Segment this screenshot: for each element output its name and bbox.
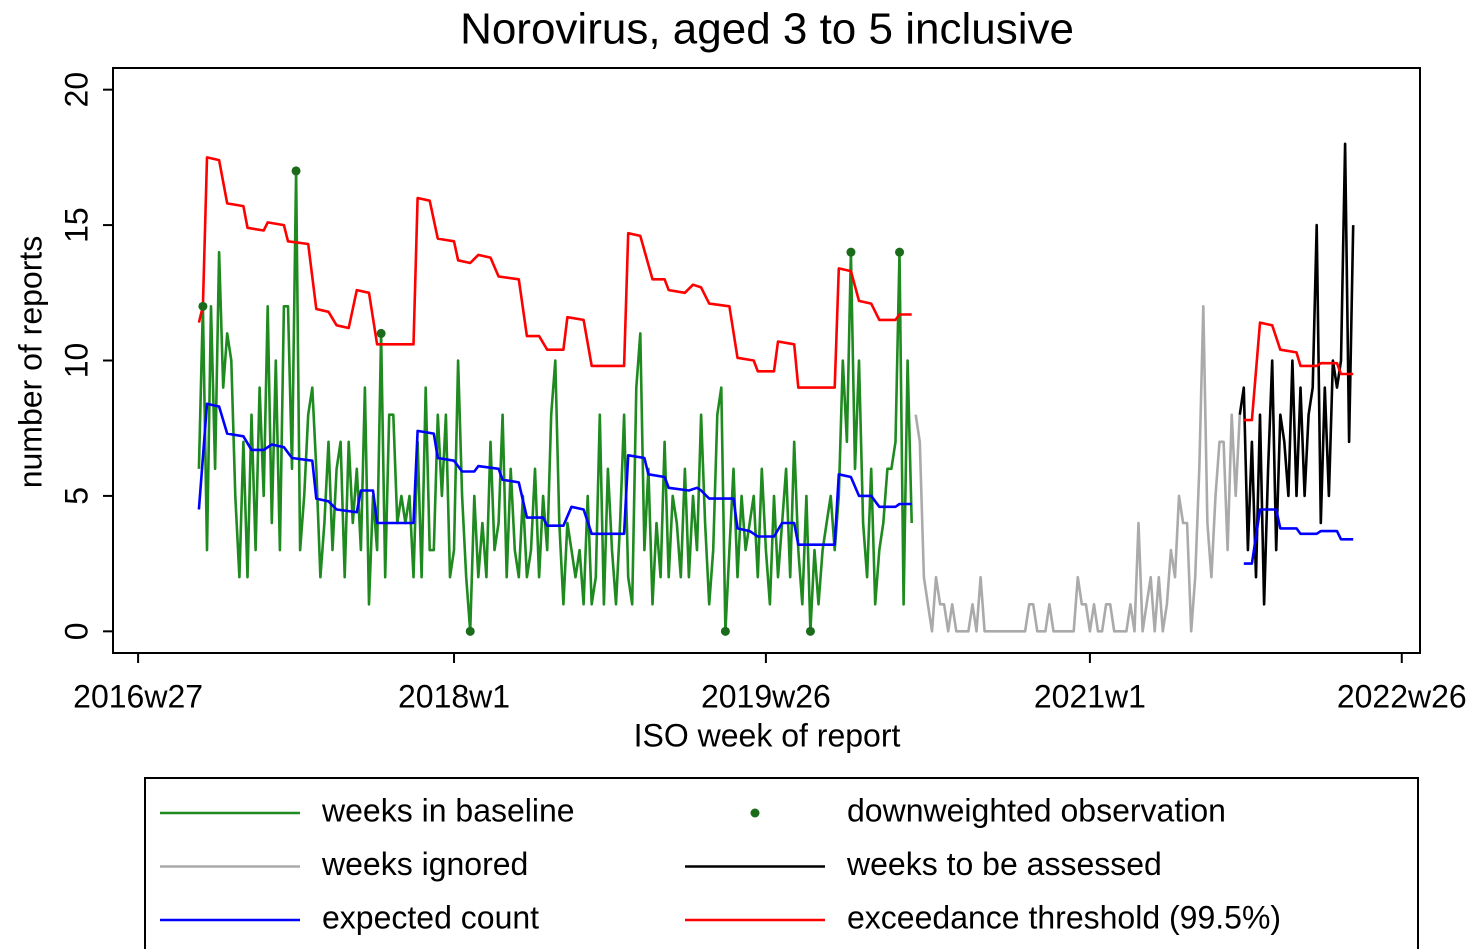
y-tick-label: 5	[58, 487, 94, 505]
legend-label: weeks ignored	[321, 846, 528, 882]
x-tick-label: 2018w1	[398, 678, 510, 714]
series-point	[895, 247, 905, 257]
y-tick-label: 15	[58, 207, 94, 243]
legend-marker	[750, 808, 760, 818]
y-tick-label: 20	[58, 72, 94, 108]
series-point	[198, 301, 208, 311]
series-point	[376, 328, 386, 338]
x-tick-label: 2016w27	[73, 678, 203, 714]
series-line	[1238, 142, 1355, 606]
x-tick-label: 2019w26	[701, 678, 831, 714]
series-line	[197, 402, 1354, 565]
series-line	[197, 169, 913, 633]
series-point	[720, 626, 730, 636]
chart-title: Norovirus, aged 3 to 5 inclusive	[460, 5, 1074, 54]
y-axis-label: number of reports	[12, 236, 48, 489]
legend-label: weeks in baseline	[321, 792, 575, 828]
series-line	[197, 156, 1354, 422]
x-tick-label: 2022w26	[1337, 678, 1467, 714]
y-tick-label: 10	[58, 343, 94, 379]
series-point	[846, 247, 856, 257]
legend-label: weeks to be assessed	[846, 846, 1162, 882]
legend-label: exceedance threshold (99.5%)	[847, 899, 1281, 935]
x-tick-label: 2021w1	[1034, 678, 1146, 714]
series-point	[805, 626, 815, 636]
legend-label: expected count	[322, 899, 539, 935]
y-tick-label: 0	[58, 622, 94, 640]
legend-label: downweighted observation	[847, 792, 1226, 828]
x-axis-label: ISO week of report	[634, 717, 901, 753]
series-point	[465, 626, 475, 636]
series-point	[291, 166, 301, 176]
series-line	[914, 305, 1242, 633]
